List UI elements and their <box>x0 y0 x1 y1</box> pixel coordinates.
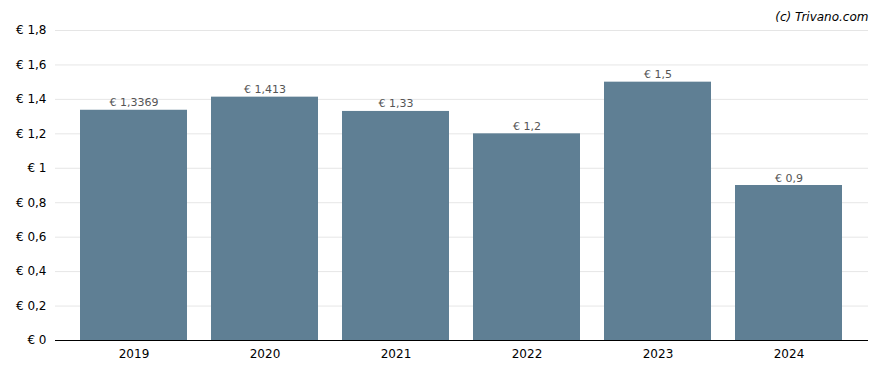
svg-text:€ 1,4: € 1,4 <box>16 92 47 106</box>
svg-text:2023: 2023 <box>643 347 674 361</box>
svg-text:€ 1,3369: € 1,3369 <box>110 96 159 109</box>
svg-text:€ 0,2: € 0,2 <box>16 299 47 313</box>
svg-text:€ 0,4: € 0,4 <box>16 264 47 278</box>
svg-text:€ 0,9: € 0,9 <box>775 172 803 185</box>
svg-text:€ 0: € 0 <box>27 333 46 347</box>
svg-text:2024: 2024 <box>774 347 805 361</box>
svg-text:€ 1: € 1 <box>27 161 46 175</box>
svg-text:€ 1,413: € 1,413 <box>244 83 286 96</box>
svg-text:€ 1,6: € 1,6 <box>16 58 47 72</box>
svg-text:2021: 2021 <box>381 347 412 361</box>
svg-text:€ 0,8: € 0,8 <box>16 196 47 210</box>
svg-text:(c) Trivano.com: (c) Trivano.com <box>775 10 868 24</box>
svg-text:€ 1,5: € 1,5 <box>644 68 672 81</box>
svg-text:2022: 2022 <box>512 347 543 361</box>
svg-text:€ 1,2: € 1,2 <box>513 120 541 133</box>
svg-text:€ 1,8: € 1,8 <box>16 23 47 37</box>
svg-text:€ 1,2: € 1,2 <box>16 127 47 141</box>
svg-text:2019: 2019 <box>119 347 150 361</box>
svg-text:€ 0,6: € 0,6 <box>16 230 47 244</box>
svg-text:2020: 2020 <box>250 347 281 361</box>
svg-text:€ 1,33: € 1,33 <box>379 97 414 110</box>
